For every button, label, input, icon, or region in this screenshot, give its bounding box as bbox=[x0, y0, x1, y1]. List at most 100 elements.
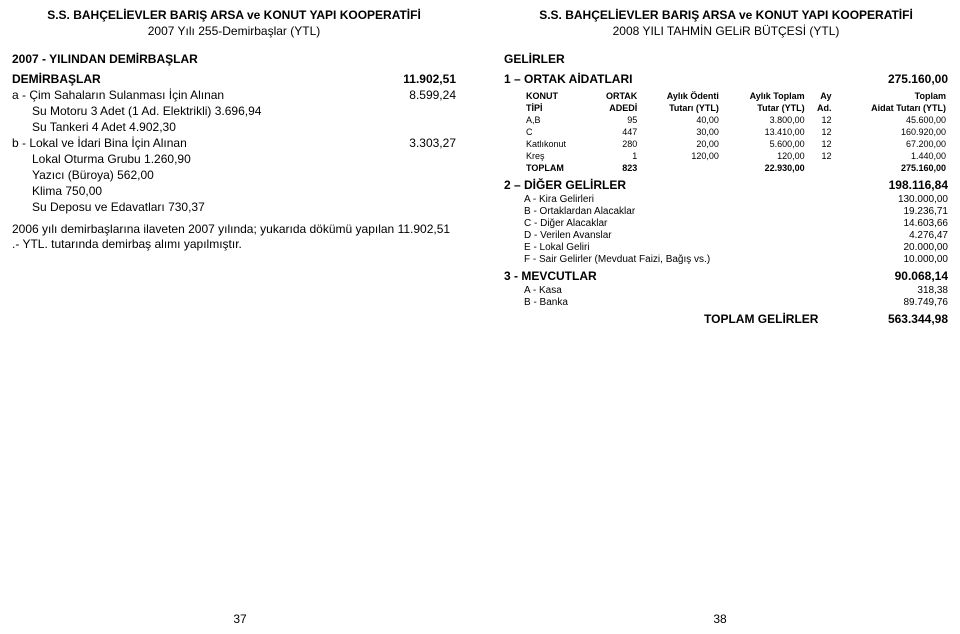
group2-value: 198.116,84 bbox=[889, 178, 948, 192]
item-label: Klima 750,00 bbox=[32, 184, 102, 198]
list-item: Yazıcı (Büroya) 562,00 bbox=[12, 168, 456, 182]
item-label: Su Deposu ve Edavatları 730,37 bbox=[32, 200, 205, 214]
table-cell: 13.410,00 bbox=[721, 126, 807, 138]
item-label: B - Banka bbox=[524, 297, 568, 308]
table-cell: C bbox=[524, 126, 588, 138]
table-cell: 45.600,00 bbox=[833, 114, 948, 126]
table-cell bbox=[807, 162, 834, 174]
table-header: Ay bbox=[807, 90, 834, 102]
total-label: TOPLAM GELİRLER bbox=[704, 312, 818, 326]
list-item: A - Kira Gelirleri 130.000,00 bbox=[504, 194, 948, 205]
table-cell bbox=[639, 162, 721, 174]
item-label: A - Kasa bbox=[524, 285, 562, 296]
item-value: 20.000,00 bbox=[904, 242, 949, 253]
table-header: Tutar (YTL) bbox=[721, 102, 807, 114]
list-item: Klima 750,00 bbox=[12, 184, 456, 198]
left-heading-label: DEMİRBAŞLAR bbox=[12, 72, 101, 86]
group1-row: 1 – ORTAK AİDATLARI 275.160,00 bbox=[504, 72, 948, 86]
table-header: Aidat Tutarı (YTL) bbox=[833, 102, 948, 114]
table-cell: 12 bbox=[807, 126, 834, 138]
table-cell: 30,00 bbox=[639, 126, 721, 138]
item-label: Su Motoru 3 Adet (1 Ad. Elektrikli) 3.69… bbox=[32, 104, 261, 118]
item-label: D - Verilen Avanslar bbox=[524, 230, 612, 241]
item-label: F - Sair Gelirler (Mevduat Faizi, Bağış … bbox=[524, 254, 710, 265]
table-cell: 1 bbox=[588, 150, 639, 162]
aidat-thead: KONUTORTAKAylık ÖdentiAylık ToplamAyTopl… bbox=[524, 90, 948, 114]
item-value: 14.603,66 bbox=[904, 218, 949, 229]
right-title-block: S.S. BAHÇELİEVLER BARIŞ ARSA ve KONUT YA… bbox=[504, 8, 948, 38]
aidat-tbody: A,B9540,003.800,001245.600,00C44730,0013… bbox=[524, 114, 948, 174]
list-item: B - Ortaklardan Alacaklar19.236,71 bbox=[504, 206, 948, 217]
item-label: b - Lokal ve İdari Bina İçin Alınan bbox=[12, 136, 187, 150]
table-row: C44730,0013.410,0012160.920,00 bbox=[524, 126, 948, 138]
left-section-head: 2007 - YILINDAN DEMİRBAŞLAR bbox=[12, 52, 456, 66]
group3-row: 3 - MEVCUTLAR 90.068,14 bbox=[504, 269, 948, 283]
table-cell: 12 bbox=[807, 150, 834, 162]
left-rows-container: a - Çim Sahaların Sulanması İçin Alınan 8… bbox=[12, 88, 456, 214]
aidat-table: KONUTORTAKAylık ÖdentiAylık ToplamAyTopl… bbox=[524, 90, 948, 174]
table-row: Kreş1120,00120,00121.440,00 bbox=[524, 150, 948, 162]
table-header: TİPİ bbox=[524, 102, 588, 114]
table-row: Katlıkonut28020,005.600,001267.200,00 bbox=[524, 138, 948, 150]
left-title-sub: 2007 Yılı 255-Demirbaşlar (YTL) bbox=[12, 24, 456, 38]
left-heading-value: 11.902,51 bbox=[403, 72, 456, 86]
left-title-block: S.S. BAHÇELİEVLER BARIŞ ARSA ve KONUT YA… bbox=[12, 8, 456, 38]
list-item: F - Sair Gelirler (Mevduat Faizi, Bağış … bbox=[504, 254, 948, 265]
group2-rows-container: A - Kira Gelirleri 130.000,00B - Ortaklar… bbox=[504, 194, 948, 265]
table-cell: 3.800,00 bbox=[721, 114, 807, 126]
group1-label: 1 – ORTAK AİDATLARI bbox=[504, 72, 632, 86]
item-label: A - Kira Gelirleri bbox=[524, 194, 594, 205]
table-cell: Kreş bbox=[524, 150, 588, 162]
table-cell: 160.920,00 bbox=[833, 126, 948, 138]
total-line: TOPLAM GELİRLER 563.344,98 bbox=[504, 312, 948, 326]
table-cell: 120,00 bbox=[721, 150, 807, 162]
table-header: ORTAK bbox=[588, 90, 639, 102]
table-header: Aylık Toplam bbox=[721, 90, 807, 102]
table-header: KONUT bbox=[524, 90, 588, 102]
table-cell: 275.160,00 bbox=[833, 162, 948, 174]
item-value: 130.000,00 bbox=[898, 194, 948, 205]
table-header: Toplam bbox=[833, 90, 948, 102]
item-label: C - Diğer Alacaklar bbox=[524, 218, 607, 229]
item-value: 8.599,24 bbox=[409, 88, 456, 102]
table-cell: 1.440,00 bbox=[833, 150, 948, 162]
list-item: E - Lokal Geliri 20.000,00 bbox=[504, 242, 948, 253]
table-cell: A,B bbox=[524, 114, 588, 126]
item-label: Lokal Oturma Grubu 1.260,90 bbox=[32, 152, 191, 166]
item-label: Su Tankeri 4 Adet 4.902,30 bbox=[32, 120, 176, 134]
item-value: 19.236,71 bbox=[904, 206, 949, 217]
item-label: Yazıcı (Büroya) 562,00 bbox=[32, 168, 154, 182]
list-item: Su Tankeri 4 Adet 4.902,30 bbox=[12, 120, 456, 134]
table-cell: 5.600,00 bbox=[721, 138, 807, 150]
item-label: a - Çim Sahaların Sulanması İçin Alınan bbox=[12, 88, 224, 102]
item-value: 89.749,76 bbox=[904, 297, 949, 308]
page-right: S.S. BAHÇELİEVLER BARIŞ ARSA ve KONUT YA… bbox=[480, 0, 960, 634]
group3-label: 3 - MEVCUTLAR bbox=[504, 269, 597, 283]
right-title-main: S.S. BAHÇELİEVLER BARIŞ ARSA ve KONUT YA… bbox=[504, 8, 948, 24]
total-value: 563.344,98 bbox=[888, 312, 948, 326]
group3-value: 90.068,14 bbox=[895, 269, 948, 283]
table-header: Ad. bbox=[807, 102, 834, 114]
left-page-number: 37 bbox=[0, 612, 480, 626]
item-value: 4.276,47 bbox=[909, 230, 948, 241]
aidat-head-row2: TİPİADEDİTutarı (YTL)Tutar (YTL)Ad.Aidat… bbox=[524, 102, 948, 114]
item-value: 318,38 bbox=[917, 285, 948, 296]
table-cell: TOPLAM bbox=[524, 162, 588, 174]
left-heading-row: DEMİRBAŞLAR 11.902,51 bbox=[12, 72, 456, 86]
aidat-head-row1: KONUTORTAKAylık ÖdentiAylık ToplamAyTopl… bbox=[524, 90, 948, 102]
table-cell: 22.930,00 bbox=[721, 162, 807, 174]
right-title-sub: 2008 YILI TAHMİN GELiR BÜTÇESİ (YTL) bbox=[504, 24, 948, 38]
item-label: E - Lokal Geliri bbox=[524, 242, 590, 253]
table-cell: 67.200,00 bbox=[833, 138, 948, 150]
group2-label: 2 – DİĞER GELİRLER bbox=[504, 178, 626, 192]
page-left: S.S. BAHÇELİEVLER BARIŞ ARSA ve KONUT YA… bbox=[0, 0, 480, 634]
table-row: A,B9540,003.800,001245.600,00 bbox=[524, 114, 948, 126]
list-item: B - Banka 89.749,76 bbox=[504, 297, 948, 308]
table-total-row: TOPLAM82322.930,00275.160,00 bbox=[524, 162, 948, 174]
list-item: A - Kasa 318,38 bbox=[504, 285, 948, 296]
right-gelirler: GELİRLER bbox=[504, 52, 948, 66]
list-item: D - Verilen Avanslar 4.276,47 bbox=[504, 230, 948, 241]
list-item: a - Çim Sahaların Sulanması İçin Alınan 8… bbox=[12, 88, 456, 102]
table-cell: Katlıkonut bbox=[524, 138, 588, 150]
table-header: Tutarı (YTL) bbox=[639, 102, 721, 114]
